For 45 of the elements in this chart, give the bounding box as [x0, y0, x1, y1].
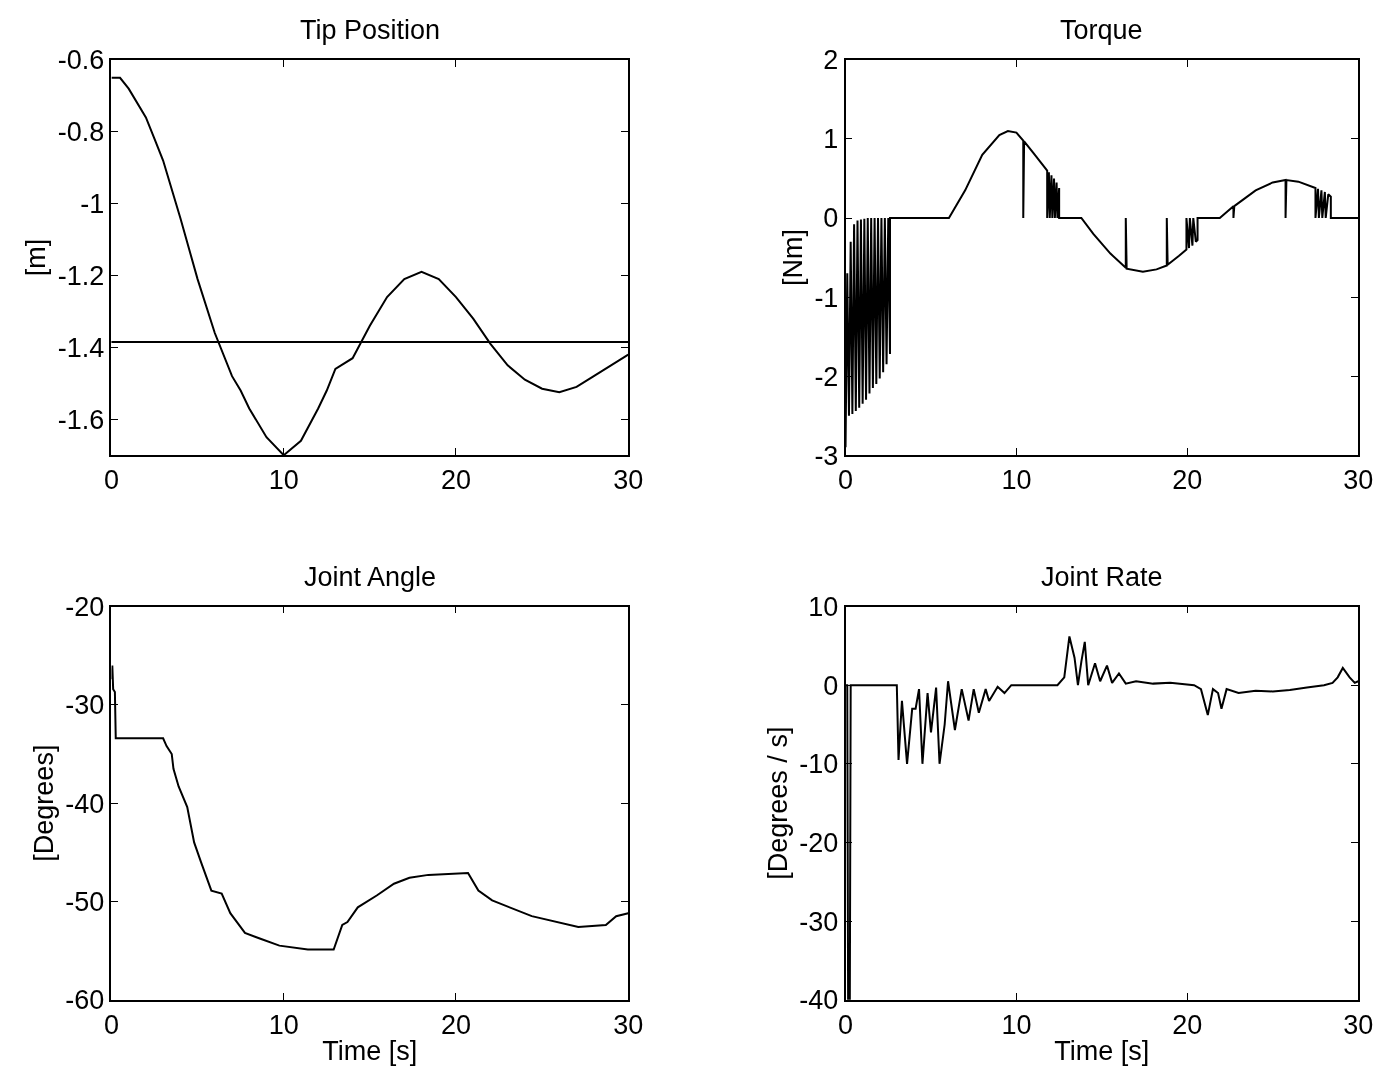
y-tick-label: -30: [65, 690, 105, 721]
x-tick-label: 10: [268, 1009, 299, 1040]
y-tick-label: -1: [814, 282, 839, 313]
y-tick-label: -3: [814, 440, 839, 471]
y-tick-label: 1: [823, 124, 839, 155]
y-tick-label: -40: [799, 985, 839, 1016]
y-tick-label: -1.4: [57, 332, 105, 363]
y-tick-label: -1.6: [57, 404, 105, 435]
x-tick-label: 20: [1172, 465, 1203, 496]
y-axis-title: [m]: [21, 238, 52, 277]
y-tick-label: -40: [65, 788, 105, 819]
y-axis-title: [Degrees / s]: [762, 726, 793, 880]
x-tick-label: 30: [1343, 1009, 1374, 1040]
x-tick-label: 30: [1343, 465, 1374, 496]
y-tick-label: -20: [799, 827, 839, 858]
x-tick-label: 10: [1001, 1009, 1032, 1040]
y-tick-label: -0.8: [57, 117, 105, 148]
y-tick-label: -1.2: [57, 260, 105, 291]
y-tick-label: 2: [823, 45, 839, 76]
chart-title: Joint Angle: [304, 562, 437, 592]
y-tick-label: -60: [65, 985, 105, 1016]
y-tick-label: 0: [823, 670, 839, 701]
y-tick-label: -0.6: [57, 45, 105, 76]
y-tick-label: -20: [65, 592, 105, 623]
x-axis-title: Time [s]: [322, 1035, 418, 1066]
x-axis-title: Time [s]: [1054, 1035, 1150, 1066]
x-tick-label: 20: [440, 465, 471, 496]
y-tick-label: 0: [823, 203, 839, 234]
x-tick-label: 30: [613, 1009, 644, 1040]
y-axis-title: [Nm]: [777, 229, 808, 287]
x-tick-label: 10: [1001, 465, 1032, 496]
y-tick-label: -50: [65, 886, 105, 917]
chart-title: Joint Rate: [1041, 562, 1163, 592]
y-tick-label: -1: [80, 189, 105, 220]
y-axis-title: [Degrees]: [28, 744, 59, 862]
chart-title: Torque: [1060, 15, 1143, 45]
x-tick-label: 20: [1172, 1009, 1203, 1040]
y-tick-label: -30: [799, 906, 839, 937]
x-tick-label: 20: [440, 1009, 471, 1040]
y-tick-label: 10: [808, 592, 839, 623]
y-tick-label: -10: [799, 749, 839, 780]
y-tick-label: -2: [814, 361, 839, 392]
x-tick-label: 10: [268, 465, 299, 496]
x-tick-label: 30: [613, 465, 644, 496]
chart-title: Tip Position: [300, 15, 441, 45]
